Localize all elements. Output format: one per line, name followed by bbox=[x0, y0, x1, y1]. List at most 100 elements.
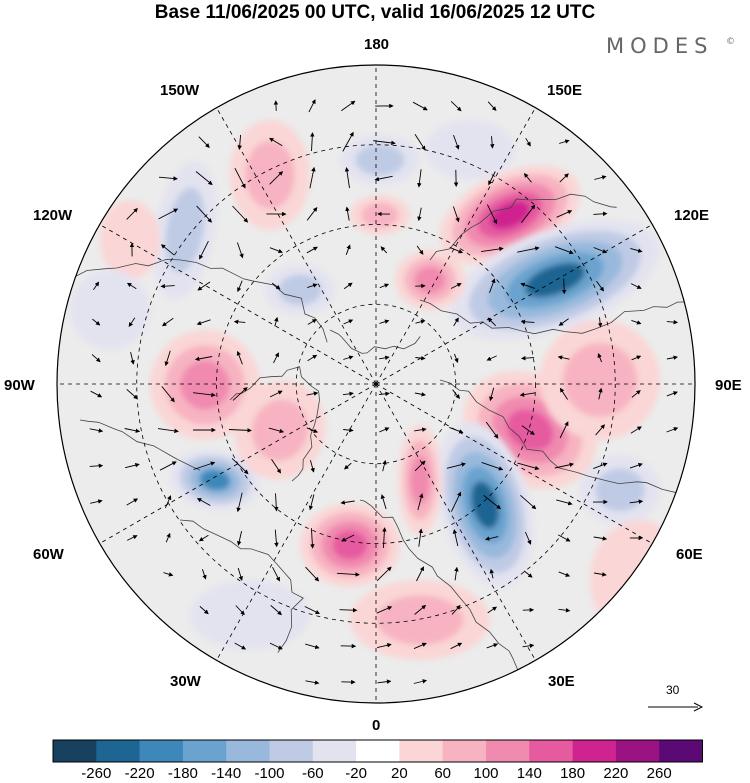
wind-arrow bbox=[481, 461, 504, 471]
wind-arrow bbox=[452, 389, 460, 400]
meridian-line bbox=[375, 224, 653, 385]
colorbar-swatch bbox=[442, 740, 487, 762]
colorbar-swatch bbox=[615, 740, 660, 762]
wind-arrow bbox=[487, 317, 497, 327]
anomaly-contour bbox=[489, 200, 531, 230]
right-arrow-icon bbox=[648, 702, 704, 712]
lon-label-60e: 60E bbox=[676, 546, 703, 563]
lon-label-120e: 120E bbox=[674, 207, 710, 224]
wind-arrow bbox=[379, 283, 390, 289]
wind-arrow bbox=[161, 317, 174, 327]
wind-arrow bbox=[483, 495, 502, 510]
wind-arrow bbox=[92, 318, 101, 326]
wind-arrow bbox=[593, 247, 608, 254]
wind-arrow bbox=[160, 283, 175, 289]
lon-label-90e: 90E bbox=[715, 377, 742, 394]
wind-arrow bbox=[270, 605, 282, 616]
wind-arrow bbox=[520, 494, 537, 510]
wind-arrow bbox=[554, 246, 574, 255]
wind-arrow bbox=[376, 606, 393, 614]
wind-arrow bbox=[558, 608, 571, 613]
wind-arrow bbox=[517, 246, 540, 253]
wind-arrow bbox=[520, 282, 536, 289]
colorbar bbox=[52, 739, 703, 763]
wind-arrow bbox=[373, 140, 396, 146]
wind-arrow bbox=[631, 355, 642, 361]
wind-arrow bbox=[308, 494, 315, 511]
wind-arrow bbox=[594, 572, 607, 577]
wind-arrow bbox=[272, 566, 280, 582]
wind-arrow bbox=[306, 427, 319, 433]
wind-arrow bbox=[451, 604, 461, 615]
wind-arrow bbox=[414, 133, 426, 151]
wind-arrow bbox=[158, 176, 178, 181]
wind-arrow bbox=[343, 282, 353, 290]
wind-arrow bbox=[418, 528, 423, 547]
vector-scale-value: 30 bbox=[666, 683, 680, 697]
wind-arrow bbox=[124, 428, 141, 433]
wind-arrow bbox=[559, 421, 569, 439]
wind-arrow bbox=[417, 493, 424, 511]
wind-arrow bbox=[305, 643, 320, 650]
lon-label-0: 0 bbox=[372, 717, 381, 734]
wind-arrow bbox=[630, 283, 642, 289]
wind-arrow bbox=[237, 134, 242, 150]
wind-arrow bbox=[305, 566, 320, 582]
colorbar-swatch bbox=[96, 740, 140, 762]
wind-arrow bbox=[89, 428, 104, 433]
wind-arrow bbox=[126, 207, 138, 220]
wind-arrow bbox=[523, 570, 533, 578]
wind-arrow bbox=[307, 354, 318, 362]
wind-arrow bbox=[598, 387, 603, 400]
wind-arrow bbox=[374, 175, 393, 182]
wind-arrow bbox=[489, 387, 495, 402]
wind-arrow bbox=[557, 534, 571, 542]
wind-arrow bbox=[593, 462, 608, 470]
anomaly-contour bbox=[190, 580, 310, 650]
wind-arrow bbox=[380, 246, 388, 254]
colorbar-swatch bbox=[269, 740, 314, 762]
wind-arrow bbox=[236, 492, 243, 513]
wind-arrow bbox=[415, 355, 426, 361]
colorbar-tick-label: 180 bbox=[560, 765, 586, 782]
wind-arrow bbox=[525, 137, 531, 147]
wind-arrow bbox=[413, 642, 427, 650]
colorbar-tick-label: 260 bbox=[646, 765, 672, 782]
colorbar-swatch bbox=[399, 740, 443, 762]
wind-arrow bbox=[557, 355, 570, 360]
wind-arrow bbox=[269, 390, 283, 398]
colorbar-swatch bbox=[572, 740, 617, 762]
wind-arrow bbox=[412, 101, 428, 111]
wind-arrow bbox=[376, 566, 392, 582]
wind-arrow bbox=[345, 244, 351, 255]
meridian-line bbox=[99, 383, 377, 544]
wind-arrow bbox=[128, 317, 136, 327]
wind-arrow bbox=[489, 136, 495, 149]
wind-arrow bbox=[486, 204, 498, 225]
lon-label-180: 180 bbox=[364, 36, 390, 53]
wind-arrow bbox=[269, 247, 283, 254]
coastline bbox=[179, 519, 304, 653]
wind-arrow bbox=[126, 388, 138, 400]
brand-logo: MODES bbox=[606, 34, 714, 58]
wind-arrow bbox=[453, 134, 460, 150]
wind-arrow bbox=[416, 245, 424, 255]
wind-arrow bbox=[232, 205, 249, 223]
wind-arrow bbox=[524, 531, 532, 545]
wind-arrow bbox=[556, 210, 573, 218]
wind-arrow bbox=[306, 391, 319, 396]
anomaly-contour bbox=[410, 455, 430, 505]
wind-arrow bbox=[199, 240, 209, 260]
wind-arrow bbox=[161, 386, 175, 403]
wind-arrow bbox=[377, 679, 392, 684]
wind-arrow bbox=[271, 458, 281, 474]
anomaly-contour bbox=[361, 202, 399, 228]
wind-arrow bbox=[666, 391, 678, 397]
wind-arrow bbox=[593, 211, 608, 217]
wind-arrow bbox=[157, 428, 179, 434]
wind-arrow bbox=[274, 493, 279, 512]
wind-arrow bbox=[376, 643, 392, 649]
wind-arrow bbox=[379, 355, 390, 361]
wind-arrow bbox=[193, 461, 216, 470]
